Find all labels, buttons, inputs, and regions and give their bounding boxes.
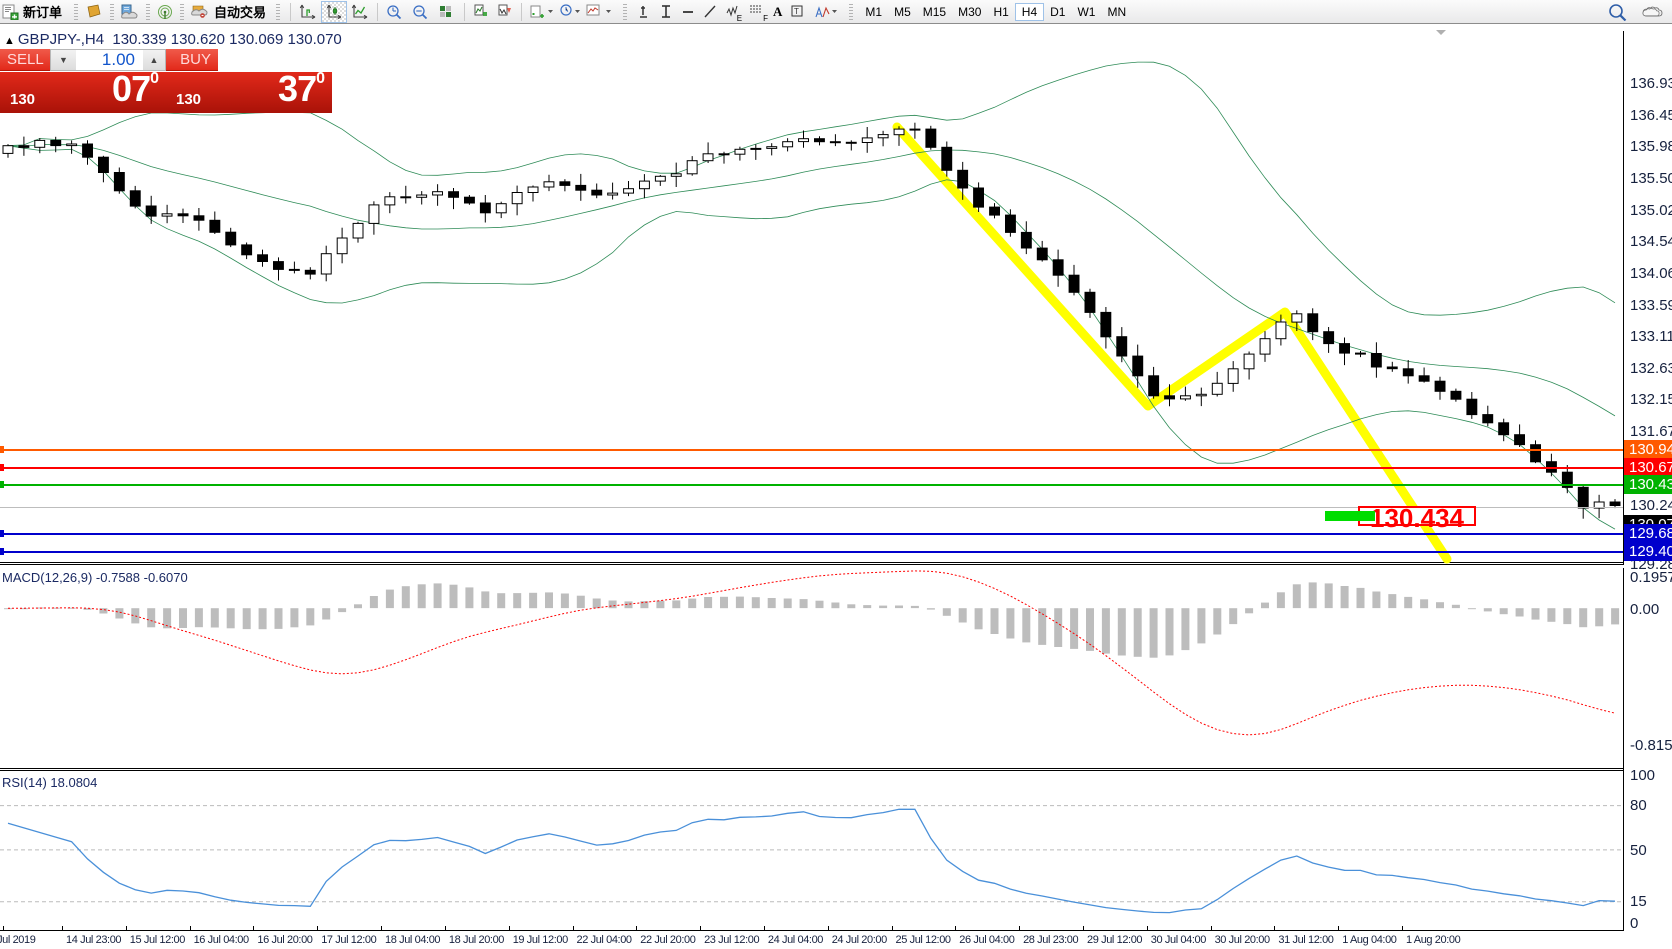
svg-text:T: T [794, 7, 799, 16]
